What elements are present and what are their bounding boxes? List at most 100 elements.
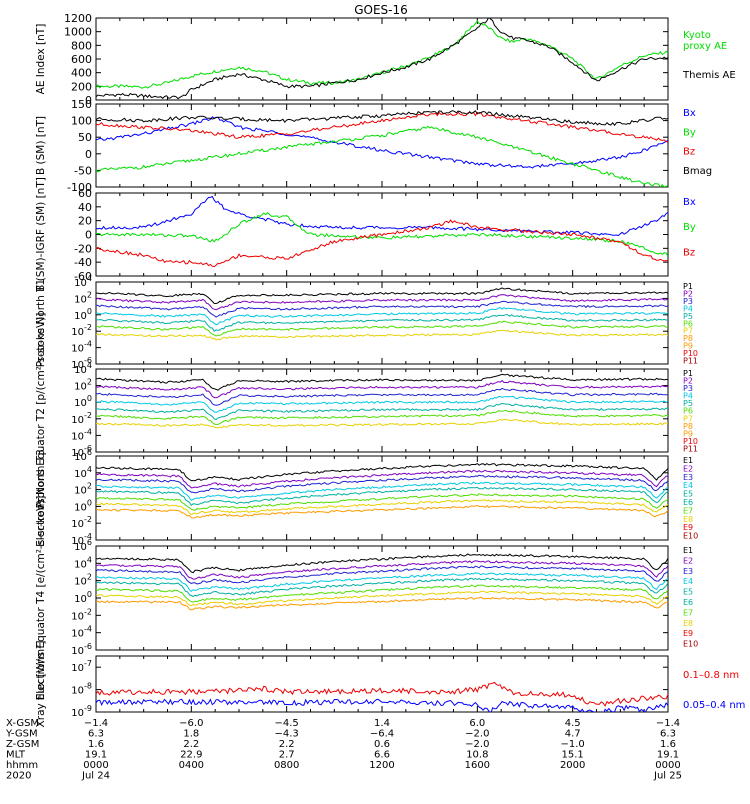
y-tick-label: 10-4 bbox=[71, 427, 92, 442]
series-line bbox=[96, 681, 668, 707]
legend-entry: E1 bbox=[683, 456, 693, 465]
series-line bbox=[96, 469, 668, 489]
legend-entry: E1 bbox=[683, 546, 693, 555]
series-line bbox=[96, 553, 668, 574]
series-line bbox=[96, 577, 668, 598]
y-tick-label: 200 bbox=[71, 80, 92, 93]
legend-entry: P7 bbox=[683, 414, 693, 423]
x-tick-value: −4.3 bbox=[275, 729, 299, 740]
x-tick-value: 1600 bbox=[465, 760, 490, 771]
series-line bbox=[96, 402, 668, 421]
series-line bbox=[96, 219, 668, 268]
legend-entry: P2 bbox=[683, 377, 693, 386]
series-line bbox=[96, 20, 668, 89]
y-axis-label: Electrons North T3 bbox=[35, 449, 47, 547]
series-group bbox=[96, 462, 668, 519]
x-tick-value: 19.1 bbox=[85, 750, 107, 761]
x-row-label: MLT bbox=[6, 750, 26, 761]
series-line bbox=[96, 462, 668, 482]
x-row-label: 2020 bbox=[6, 771, 31, 782]
y-axis-label: B (SM) [nT] bbox=[35, 116, 47, 175]
legend-entry: P5 bbox=[683, 399, 693, 408]
x-tick-value: 2.7 bbox=[279, 750, 295, 761]
legend-entry: By bbox=[683, 222, 696, 233]
legend: Bx By Bz bbox=[683, 197, 696, 258]
series-line bbox=[96, 116, 668, 169]
y-tick-label: 10-4 bbox=[71, 340, 92, 355]
x-tick-value: 0000 bbox=[655, 760, 680, 771]
y-tick-label: 800 bbox=[71, 39, 92, 52]
legend-entry: E8 bbox=[683, 515, 693, 524]
legend-entry: Bx bbox=[683, 197, 696, 208]
legend-entry: P6 bbox=[683, 407, 693, 416]
legend-entry: E4 bbox=[683, 481, 693, 490]
x-tick-value: 15.1 bbox=[562, 750, 584, 761]
y-axis-label: Protons North T1 bbox=[35, 279, 47, 367]
series-line bbox=[96, 18, 668, 100]
x-tick-value: 2000 bbox=[560, 760, 585, 771]
legend-entry: P8 bbox=[683, 422, 693, 431]
series-group bbox=[96, 681, 668, 712]
y-tick-label: 10-6 bbox=[71, 356, 92, 371]
series-line bbox=[96, 418, 668, 429]
series-group bbox=[96, 373, 668, 429]
legend-entry: Bz bbox=[683, 247, 695, 258]
y-tick-label: 10-7 bbox=[71, 659, 92, 674]
series-line bbox=[96, 195, 668, 237]
series-line bbox=[96, 287, 668, 305]
x-tick-value: 19.1 bbox=[657, 750, 679, 761]
y-tick-label: 10-2 bbox=[71, 607, 92, 622]
series-line bbox=[96, 294, 668, 311]
legend-entry: P1 bbox=[683, 369, 693, 378]
y-axis-label: B (SM)-IGRF (SM) [nT] bbox=[35, 177, 47, 292]
series-line bbox=[96, 560, 668, 580]
series-group bbox=[96, 195, 668, 268]
legend-entry: E6 bbox=[683, 598, 693, 607]
legend-entry: P7 bbox=[683, 327, 693, 336]
series-line bbox=[96, 110, 668, 127]
x-tick-value: 0.6 bbox=[374, 739, 390, 750]
legend-entry: P10 bbox=[683, 349, 698, 358]
legend-entry: proxy AE bbox=[683, 41, 727, 52]
y-tick-label: 1000 bbox=[64, 26, 92, 39]
series-line bbox=[96, 320, 668, 337]
legend-entry: E8 bbox=[683, 619, 693, 628]
legend-entry: E2 bbox=[683, 464, 693, 473]
legend-entry: P4 bbox=[683, 392, 693, 401]
panel-frame bbox=[95, 17, 669, 101]
legend-entry: E6 bbox=[683, 498, 693, 507]
x-tick-value: 1.8 bbox=[183, 729, 199, 740]
y-tick-label: 10-2 bbox=[71, 515, 92, 530]
y-tick-label: 0 bbox=[85, 229, 92, 242]
x-tick-value: 1200 bbox=[369, 760, 394, 771]
y-tick-label: 400 bbox=[71, 67, 92, 80]
series-line bbox=[96, 306, 668, 326]
x-tick-value: Jul 24 bbox=[81, 771, 110, 782]
series-line bbox=[96, 565, 668, 585]
panel-2: -100 -50 0 50 100 150 B (SM) [nT] Bx By Bz Bmag bbox=[35, 98, 712, 194]
series-line bbox=[96, 493, 668, 511]
legend: 0.1–0.8 nm 0.05–0.4 nm bbox=[683, 670, 745, 711]
y-tick-label: 10-6 bbox=[71, 642, 92, 657]
series-line bbox=[96, 300, 668, 318]
y-tick-label: 10-6 bbox=[71, 444, 92, 459]
y-axis-label: Xray flux [W/m²] bbox=[35, 641, 47, 728]
y-tick-label: 102 bbox=[74, 378, 92, 393]
x-axis-table: X-GSMY-GSMZ-GSMMLThhmm2020−1.46.31.619.1… bbox=[5, 718, 682, 782]
y-tick-label: 106 bbox=[74, 448, 92, 463]
x-tick-value: −1.0 bbox=[561, 739, 585, 750]
legend-entry: P6 bbox=[683, 319, 693, 328]
legend-entry: P5 bbox=[683, 312, 693, 321]
series-line bbox=[96, 596, 668, 611]
y-tick-label: 0 bbox=[85, 148, 92, 161]
x-tick-value: −6.4 bbox=[370, 729, 394, 740]
y-tick-label: -40 bbox=[74, 256, 92, 269]
legend-entry: 0.1–0.8 nm bbox=[683, 670, 739, 681]
legend-entry: E2 bbox=[683, 556, 693, 565]
